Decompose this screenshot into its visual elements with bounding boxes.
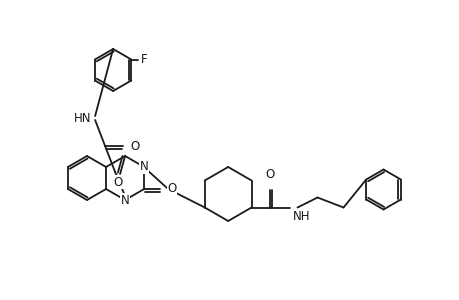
Text: O: O [167,182,176,196]
Text: O: O [130,140,139,152]
Text: NH: NH [292,211,309,224]
Text: HN: HN [73,112,91,124]
Text: F: F [141,53,148,66]
Text: O: O [113,176,123,188]
Text: N: N [140,160,148,173]
Text: N: N [120,194,129,206]
Text: O: O [264,169,274,182]
